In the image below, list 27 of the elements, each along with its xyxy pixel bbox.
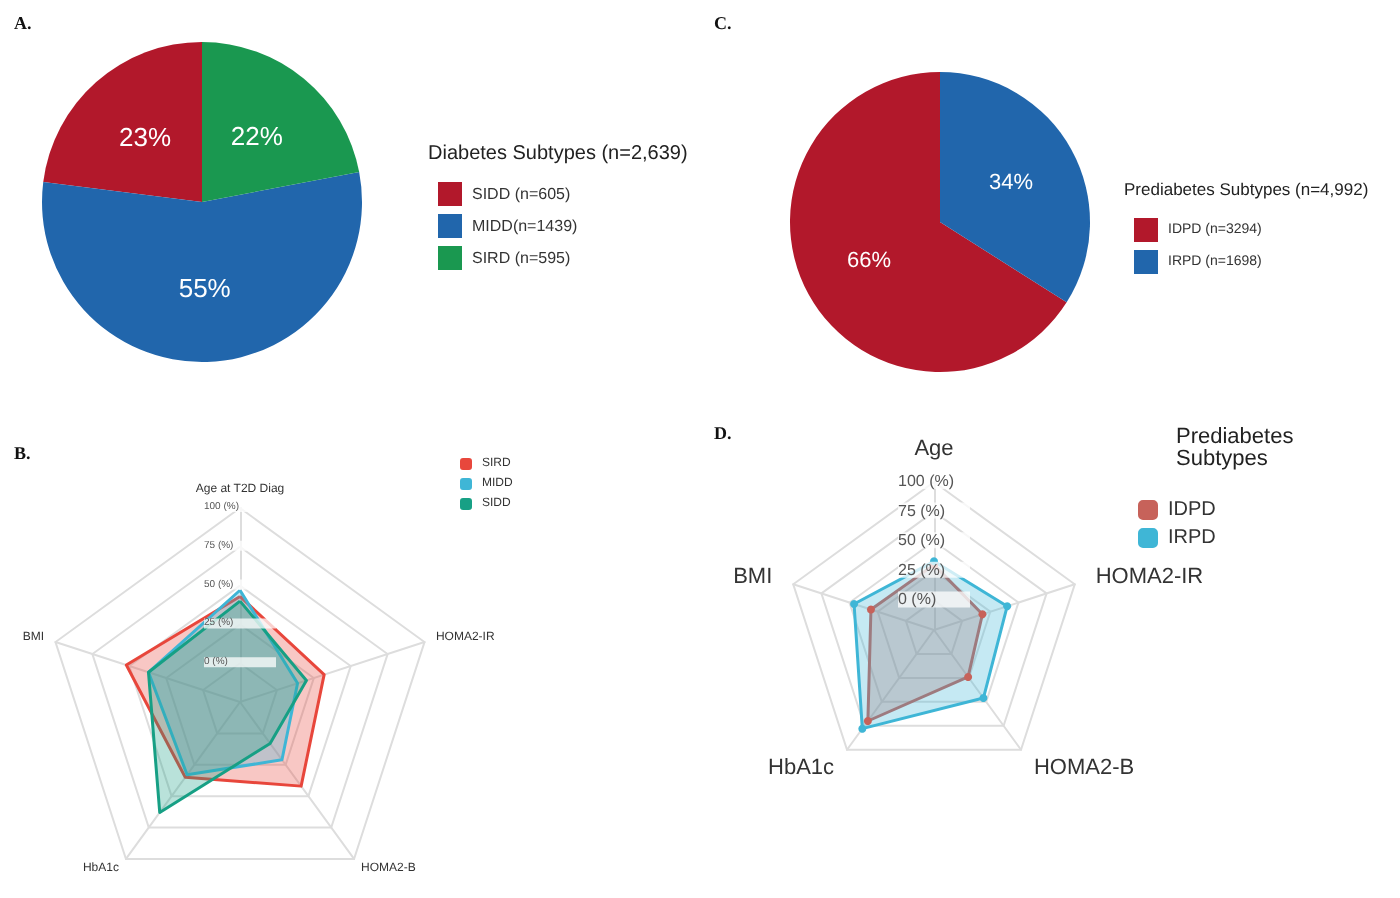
spoke-label: HbA1c [768,755,836,780]
legend-title: Diabetes Subtypes (n=2,639) [428,143,688,165]
chart-title: D. [714,423,732,443]
legend-title: Prediabetes Subtypes (n=4,992) [1124,179,1369,199]
y-tick-label: 50 (%) [898,531,946,550]
data-label: 34% [988,170,1034,195]
data-label: 66% [846,249,892,274]
legend-label: IDPD [1168,499,1216,521]
y-tick-label: 100 (%) [898,472,955,490]
legend-label: IRPD [1168,527,1216,549]
legend-label: SIDD (n=605) [472,185,571,203]
spoke-label: BMI [733,565,773,590]
chart-title: C. [714,13,732,33]
spoke-label: Age [914,437,954,461]
y-tick-label: 75 (%) [898,501,946,520]
data-label: 22% [230,120,284,151]
data-label: 55% [178,272,232,303]
chart-title: B. [14,443,31,463]
spoke-label: HOMA2-IR [1095,565,1204,590]
chart-title: A. [14,13,32,33]
y-tick-label: 25 (%) [898,560,946,579]
legend-label: SIRD (n=595) [472,249,571,267]
spoke-label: HOMA2-B [1033,755,1135,780]
legend-title: Prediabetes Subtypes [1176,425,1300,471]
y-tick-label: 0 (%) [898,590,937,609]
legend-label: MIDD(n=1439) [472,217,579,235]
data-label: 23% [119,122,173,153]
